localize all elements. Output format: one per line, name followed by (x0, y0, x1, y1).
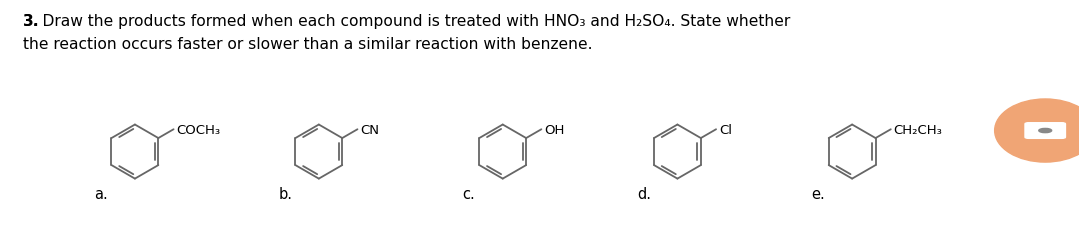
Text: CN: CN (360, 123, 379, 136)
Text: OH: OH (544, 123, 564, 136)
Text: 3.: 3. (23, 14, 40, 29)
Text: c.: c. (462, 186, 475, 201)
Circle shape (1039, 129, 1052, 133)
Text: d.: d. (637, 186, 651, 201)
Text: the reaction occurs faster or slower than a similar reaction with benzene.: the reaction occurs faster or slower tha… (23, 37, 592, 52)
Text: COCH₃: COCH₃ (176, 123, 220, 136)
Ellipse shape (995, 100, 1079, 162)
Text: 3. Draw the products formed when each compound is treated with HNO₃ and H₂SO₄. S: 3. Draw the products formed when each co… (23, 14, 790, 29)
FancyBboxPatch shape (1025, 123, 1065, 139)
Text: a.: a. (94, 186, 108, 201)
Text: CH₂CH₃: CH₂CH₃ (893, 123, 942, 136)
Text: b.: b. (278, 186, 292, 201)
Text: e.: e. (811, 186, 825, 201)
Text: Cl: Cl (719, 123, 732, 136)
